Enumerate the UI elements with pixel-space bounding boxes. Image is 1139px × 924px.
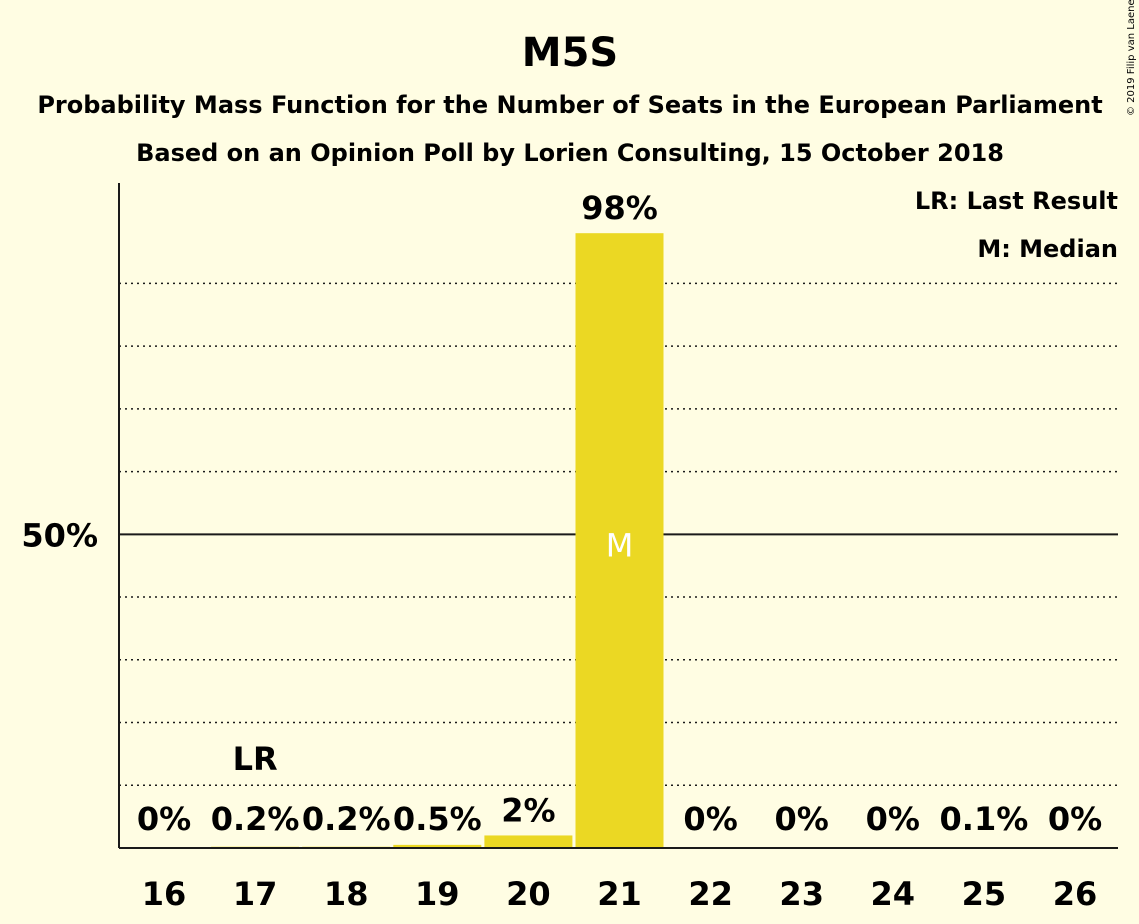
copyright: © 2019 Filip van Laenen [1126, 0, 1137, 116]
x-tick-label: 19 [415, 875, 460, 913]
bar-value-label: 98% [581, 189, 658, 227]
bar-value-label: 0% [775, 800, 829, 838]
bars [211, 233, 1028, 849]
bar [393, 844, 482, 848]
x-tick-label: 21 [597, 875, 642, 913]
x-tick-labels: 16 17 18 19 20 21 22 23 24 25 26 [142, 875, 1098, 913]
x-tick-label: 26 [1053, 875, 1098, 913]
bar [575, 233, 664, 849]
chart-subtitle-1: Probability Mass Function for the Number… [37, 91, 1102, 119]
x-tick-label: 25 [962, 875, 1007, 913]
y-tick-label: 50% [21, 516, 98, 554]
median-marker: M [606, 526, 634, 564]
last-result-marker: LR [233, 740, 278, 778]
bar-value-label: 0% [1048, 800, 1102, 838]
x-tick-label: 20 [506, 875, 551, 913]
x-tick-label: 16 [142, 875, 187, 913]
x-tick-label: 23 [779, 875, 824, 913]
x-tick-label: 22 [688, 875, 733, 913]
bar-labels: 0% 0.2% 0.2% 0.5% 2%98%0% 0% 0% 0.1% 0% [137, 189, 1102, 838]
bar-value-label: 0% [866, 800, 920, 838]
x-tick-label: 18 [324, 875, 369, 913]
bar-value-label: 2% [501, 791, 555, 829]
bar [484, 835, 573, 848]
bar-value-label: 0% [683, 800, 737, 838]
x-tick-label: 17 [233, 875, 278, 913]
bar-value-label: 0% [137, 800, 191, 838]
chart-subtitle-2: Based on an Opinion Poll by Lorien Consu… [136, 139, 1004, 167]
bar-value-label: 0.2% [211, 800, 300, 838]
y-tick-labels: 50% [21, 516, 98, 554]
legend-median: M: Median [977, 235, 1118, 263]
markers: LR M [233, 526, 634, 778]
bar-value-label: 0.2% [302, 800, 391, 838]
bar-value-label: 0.1% [940, 800, 1029, 838]
chart-title: M5S [522, 30, 618, 76]
x-tick-label: 24 [871, 875, 916, 913]
legend-last-result: LR: Last Result [915, 187, 1118, 215]
bar-value-label: 0.5% [393, 800, 482, 838]
